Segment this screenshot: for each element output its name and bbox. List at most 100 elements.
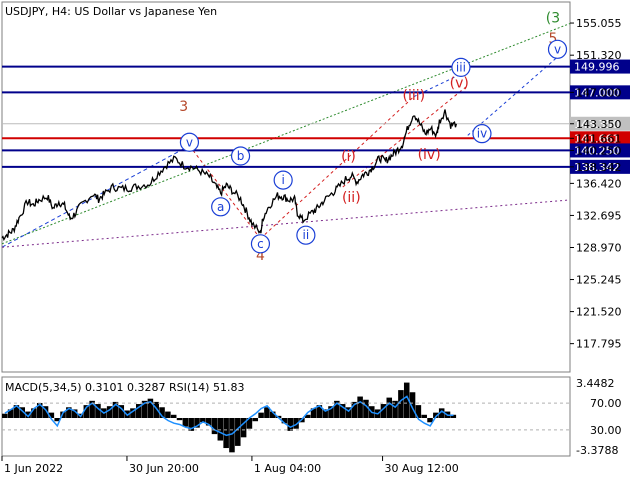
wave-label: (3 — [546, 10, 560, 26]
macd-bar — [328, 406, 334, 418]
rsi-line — [4, 395, 454, 437]
macd-bar — [135, 404, 142, 418]
macd-bar — [89, 400, 95, 418]
wave-circle — [250, 234, 271, 254]
macd-bar — [403, 382, 410, 418]
time-tick-label: 1 Jun 2022 — [4, 462, 63, 475]
macd-bar — [223, 418, 229, 449]
price-tick-label: 147.000 — [576, 86, 622, 99]
macd-bar — [54, 418, 60, 422]
macd-bar — [36, 402, 43, 418]
wave-label: c — [257, 237, 264, 251]
main-pane-frame — [1, 1, 571, 373]
macd-bar — [159, 407, 165, 418]
macd-bar — [217, 418, 224, 441]
wave-label: (iv) — [418, 147, 441, 163]
wave-label: (i) — [341, 149, 356, 165]
rsi-30-label: 30.00 — [590, 424, 622, 437]
price-tick-label: 141.661 — [576, 132, 622, 145]
rsi-70-label: 70.00 — [590, 397, 622, 410]
macd-bar — [42, 406, 49, 418]
macd-bar — [66, 407, 72, 418]
macd-bar — [153, 401, 159, 418]
current-price-label: 143.350 — [574, 118, 620, 131]
level-tag — [570, 85, 630, 100]
macd-bar — [95, 404, 101, 418]
price-tick-label: 136.420 — [576, 177, 622, 190]
wave-circle — [547, 39, 568, 59]
wave-circle — [230, 146, 251, 166]
price-line — [1, 109, 458, 242]
wave-circle — [472, 124, 492, 144]
macd-bar — [112, 401, 119, 418]
macd-bar — [409, 392, 416, 418]
wave-label: iii — [456, 60, 466, 74]
price-tick-label: 155.055 — [576, 17, 622, 30]
macd-bar — [106, 406, 113, 418]
macd-bar — [293, 418, 299, 429]
macd-bar — [351, 401, 358, 418]
macd-bar — [48, 412, 55, 418]
macd-bar — [345, 407, 352, 418]
macd-bar — [427, 418, 433, 423]
macd-bar — [339, 404, 346, 418]
macd-bar — [433, 412, 439, 418]
macd-bar — [188, 418, 194, 431]
wave-label: v — [186, 135, 193, 149]
macd-bar — [165, 411, 171, 418]
macd-bar — [194, 418, 200, 428]
level-tag — [570, 59, 630, 74]
macd-bar — [450, 414, 457, 418]
price-tick-label: 151.320 — [576, 49, 622, 62]
price-tick-label: 132.695 — [576, 209, 622, 222]
wave-circle — [179, 132, 200, 152]
macd-bar — [7, 409, 14, 418]
time-tick-label: 30 Jun 20:00 — [129, 462, 199, 475]
wave-label: ii — [303, 228, 310, 242]
price-tick-label: 140.250 — [576, 144, 622, 157]
level-label: 147.000 — [574, 86, 620, 99]
chart-title: USDJPY, H4: US Dollar vs Japanese Yen — [5, 5, 217, 18]
macd-bar — [141, 400, 148, 418]
macd-bar — [421, 414, 427, 418]
level-tag — [570, 131, 630, 146]
wave-label: i — [281, 173, 284, 187]
price-tick-label: 125.245 — [576, 274, 622, 287]
wave-label: (ii) — [342, 190, 361, 206]
macd-bar — [322, 409, 328, 418]
macd-bar — [363, 399, 369, 418]
level-label: 149.996 — [574, 61, 620, 74]
price-tick-label: 117.795 — [576, 338, 622, 351]
macd-bar — [2, 413, 8, 418]
macd-bar — [71, 409, 78, 418]
macd-bar — [281, 418, 288, 424]
price-series — [1, 109, 458, 242]
macd-bar — [25, 411, 31, 418]
macd-bar — [170, 414, 177, 418]
macd-bar — [269, 411, 276, 418]
macd-bar — [246, 418, 253, 429]
wave-label: a — [217, 200, 224, 214]
current-price-tag — [570, 116, 630, 131]
macd-bar — [205, 418, 212, 426]
time-axis: 1 Jun 2022 30 Jun 20:00 1 Aug 04:00 30 Aug … — [1, 456, 459, 475]
wave-label: 3 — [179, 99, 188, 115]
macd-bar — [392, 400, 398, 418]
wave-label: v — [554, 42, 561, 56]
level-label: 140.250 — [574, 144, 620, 157]
macd-bar — [176, 418, 183, 421]
macd-bar — [31, 408, 37, 418]
wave-circle — [296, 225, 316, 245]
price-tick-label: 121.520 — [576, 306, 622, 319]
macd-bar — [118, 405, 125, 418]
macd-bar — [380, 404, 387, 418]
level-label: 141.661 — [574, 132, 620, 145]
macd-bar — [258, 412, 264, 418]
wave-label: (iii) — [403, 88, 426, 104]
macd-bar — [83, 405, 90, 418]
macd-bar — [147, 398, 154, 418]
macd-bar — [304, 414, 311, 418]
wave-label: 4 — [256, 248, 265, 264]
